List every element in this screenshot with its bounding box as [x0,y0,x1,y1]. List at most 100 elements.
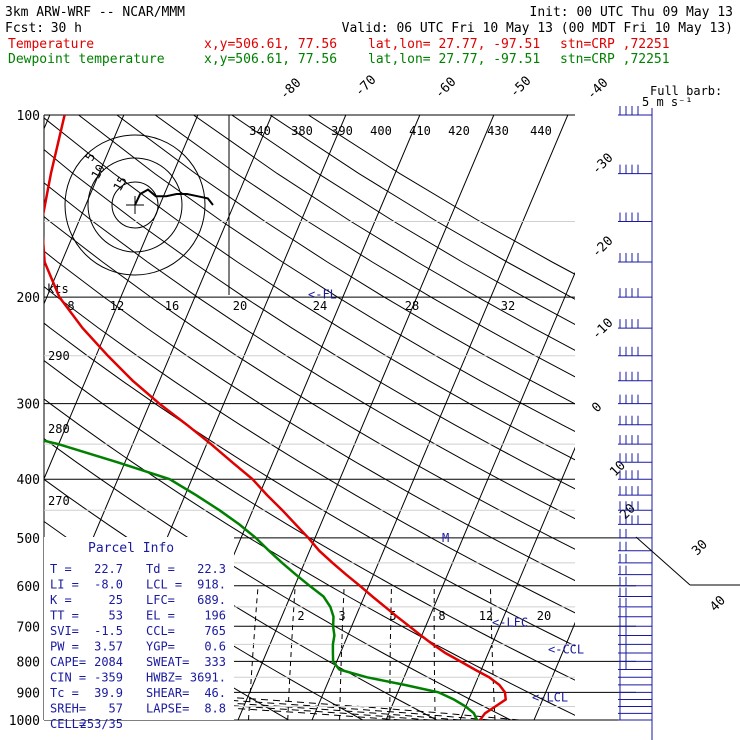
theta-label: 380 [291,124,313,138]
dry-adiabat [44,322,575,647]
pressure-label: 600 [17,580,40,595]
parcel-field: LAPSE= [146,702,189,716]
dry-adiabat [44,250,575,582]
parcel-info-panel: Parcel Info T = 22.7 Td = 22.3 LI = -8.0 LCL = 9… [44,537,234,731]
station-readout: stn=CRP ,72251 [560,37,670,52]
hodograph-ring [64,134,206,276]
parcel-field: 0.6 [204,640,226,654]
isotherm-line [311,115,569,720]
parcel-field: 2084 [94,655,123,669]
dry-adiabat [44,216,575,550]
isotherm-label: 40 [707,593,729,615]
speed-label: 20 [233,299,247,313]
parcel-title: Parcel Info [88,541,174,556]
latlon-readout: lat,lon= 27.77, -97.51 [368,37,540,52]
station-readout-2: stn=CRP ,72251 [560,52,670,67]
parcel-field: 333 [204,655,226,669]
pressure-label: 800 [17,655,40,670]
speed-label: 12 [110,299,124,313]
hodograph-ring-label: 5 [82,150,98,163]
speed-label: 24 [313,299,327,313]
dry-adiabat [269,115,575,300]
pressure-label: 200 [17,291,40,306]
parcel-field: -1.5 [94,624,123,638]
valid-time: Valid: 06 UTC Fri 10 May 13 (00 MDT Fri … [342,21,733,36]
mixing-ratio-label: 12 [479,609,493,623]
parcel-field: 22.7 [94,562,123,576]
level-annotation: <-FL [308,287,337,301]
init-time: Init: 00 UTC Thu 09 May 13 [530,5,734,20]
parcel-field: PW = [50,640,79,654]
theta-label: 340 [249,124,271,138]
parcel-field: LFC= [146,593,175,607]
theta-label: 400 [370,124,392,138]
dry-adiabat [308,115,575,275]
dry-adiabat [231,115,575,326]
parcel-field: CIN = [50,671,86,685]
pressure-label: 500 [17,532,40,547]
temperature-profile [44,115,508,720]
isotherm-line [459,446,575,720]
dry-adiabat [44,437,512,720]
isotherm-label: -50 [507,74,534,101]
level-annotation: <-CCL [548,643,584,657]
hodograph-ring-label: 15 [110,174,129,194]
pressure-label: 700 [17,620,40,635]
level-annotations: <-FL <-LFC <-CCL <-LCL M [308,287,584,704]
parcel-field: Tc = [50,686,79,700]
model-title: 3km ARW-WRF -- NCAR/MMM [5,5,185,20]
isotherm-label: -40 [584,76,611,103]
parcel-field: LCL = [146,578,182,592]
isotherm-line [677,87,740,733]
parcel-field: 25 [109,593,123,607]
hodograph-ring-label: 10 [88,162,107,182]
dry-adiabat [154,115,575,378]
latlon-readout-2: lat,lon= 27.77, -97.51 [368,52,540,67]
xy-readout: x,y=506.61, 77.56 [204,37,337,52]
pressure-label: 1000 [9,714,40,729]
hodograph-ring [87,157,183,253]
theta-label: 410 [409,124,431,138]
level-annotation: <-LCL [532,691,568,705]
parcel-field: EL = [146,609,175,623]
theta-e-label: 270 [48,494,70,508]
wind-barbs: Full barb:5 m s⁻¹ [618,84,740,740]
speed-unit: kts [47,282,69,296]
parcel-field: SREH= [50,702,86,716]
dry-adiabat [44,182,575,520]
theta-label: 420 [448,124,470,138]
isotherm-line [237,115,495,720]
hodograph-ring [111,181,159,229]
dry-adiabat [78,115,575,433]
parcel-field: CAPE= [50,655,86,669]
barb-unit: 5 m s⁻¹ [642,95,693,109]
dry-adiabat [44,359,575,681]
profiles [44,115,508,720]
isotherm-label: 30 [689,537,711,559]
isotherm-line [44,115,125,306]
background-lines [44,87,740,733]
isotherm-line [533,621,575,720]
parcel-field: 196 [204,609,226,623]
dry-adiabat [116,115,575,405]
parcel-field: 253/35 [80,717,123,731]
mixing-ratio-label: 20 [537,609,551,623]
parcel-field: 3.57 [94,640,123,654]
dry-adiabat [44,285,575,614]
speed-label: 8 [67,299,74,313]
barb-title: Full barb: [650,84,722,98]
dry-adiabat [44,398,575,716]
parcel-panel-bg [44,537,234,720]
skew-edge [635,536,691,586]
speed-label: 16 [165,299,179,313]
mixing-ratio-label: 8 [438,609,445,623]
parcel-field: CELL= [50,717,86,731]
theta-label: 430 [487,124,509,138]
level-annotation: M [442,531,449,545]
theta-e-label: 290 [48,349,70,363]
parcel-field: 22.3 [197,562,226,576]
dry-adiabat [44,117,575,461]
mixing-ratio-label: 5 [389,609,396,623]
